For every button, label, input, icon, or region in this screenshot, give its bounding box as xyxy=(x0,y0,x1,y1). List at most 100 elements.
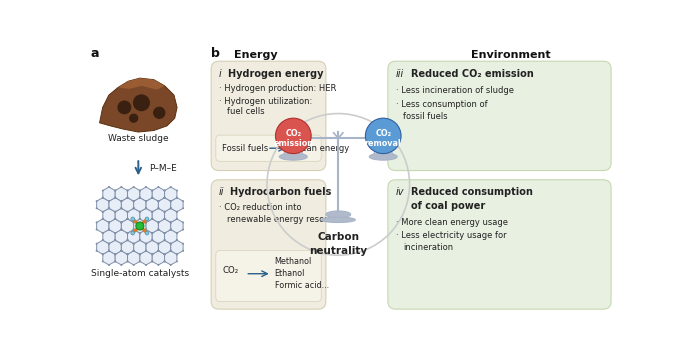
Circle shape xyxy=(133,207,135,209)
Circle shape xyxy=(127,211,129,213)
Circle shape xyxy=(176,232,178,234)
Circle shape xyxy=(158,200,160,202)
Circle shape xyxy=(133,221,135,224)
Circle shape xyxy=(114,189,116,192)
Polygon shape xyxy=(158,198,171,212)
Circle shape xyxy=(108,243,110,245)
Circle shape xyxy=(108,221,110,224)
Circle shape xyxy=(108,250,110,252)
Polygon shape xyxy=(127,230,140,244)
Circle shape xyxy=(139,218,141,220)
Circle shape xyxy=(170,264,172,266)
Circle shape xyxy=(121,243,123,245)
Circle shape xyxy=(170,200,172,202)
Circle shape xyxy=(170,186,172,188)
Circle shape xyxy=(139,197,141,199)
Circle shape xyxy=(151,189,153,192)
Circle shape xyxy=(114,239,116,241)
Circle shape xyxy=(158,229,160,231)
Polygon shape xyxy=(97,198,109,212)
Circle shape xyxy=(151,260,153,262)
Circle shape xyxy=(121,200,123,202)
Circle shape xyxy=(121,229,123,231)
Circle shape xyxy=(127,197,129,199)
Circle shape xyxy=(164,211,166,213)
Circle shape xyxy=(114,197,116,199)
Circle shape xyxy=(133,250,135,252)
Circle shape xyxy=(151,239,153,241)
Circle shape xyxy=(139,232,141,234)
Text: Environment: Environment xyxy=(471,51,550,61)
Circle shape xyxy=(151,211,153,213)
Circle shape xyxy=(127,218,129,220)
Circle shape xyxy=(170,207,172,209)
Circle shape xyxy=(145,264,147,266)
Circle shape xyxy=(164,232,166,234)
Circle shape xyxy=(164,197,166,199)
Text: CO₂: CO₂ xyxy=(285,129,301,138)
Circle shape xyxy=(114,253,116,255)
Circle shape xyxy=(151,218,153,220)
Ellipse shape xyxy=(326,211,351,218)
Circle shape xyxy=(127,253,129,255)
Circle shape xyxy=(114,253,116,255)
Polygon shape xyxy=(127,208,140,222)
Circle shape xyxy=(108,207,110,209)
Circle shape xyxy=(164,211,166,213)
Text: ii: ii xyxy=(219,188,225,198)
Circle shape xyxy=(145,200,147,202)
Circle shape xyxy=(139,189,141,192)
Circle shape xyxy=(170,243,172,245)
Text: Clean energy: Clean energy xyxy=(293,144,349,153)
Circle shape xyxy=(170,200,172,202)
Circle shape xyxy=(151,211,153,213)
Circle shape xyxy=(153,107,166,119)
Circle shape xyxy=(151,260,153,262)
Circle shape xyxy=(102,218,104,220)
Polygon shape xyxy=(152,251,164,265)
Circle shape xyxy=(176,211,178,213)
Text: · CO₂ reduction into: · CO₂ reduction into xyxy=(219,203,301,212)
Text: Carbon: Carbon xyxy=(317,232,359,242)
Ellipse shape xyxy=(321,217,356,222)
Circle shape xyxy=(151,218,153,220)
Circle shape xyxy=(158,207,160,209)
Circle shape xyxy=(114,197,116,199)
Circle shape xyxy=(158,221,160,224)
Circle shape xyxy=(121,207,123,209)
Text: emission: emission xyxy=(273,139,313,148)
Circle shape xyxy=(96,207,98,209)
Polygon shape xyxy=(140,187,152,201)
Circle shape xyxy=(131,231,135,235)
Circle shape xyxy=(139,197,141,199)
Circle shape xyxy=(102,211,104,213)
Circle shape xyxy=(127,253,129,255)
Circle shape xyxy=(114,211,116,213)
FancyBboxPatch shape xyxy=(216,251,321,302)
Circle shape xyxy=(102,232,104,234)
Circle shape xyxy=(127,260,129,262)
Circle shape xyxy=(170,200,172,202)
Circle shape xyxy=(158,200,160,202)
Circle shape xyxy=(182,250,184,252)
Circle shape xyxy=(121,264,123,266)
Circle shape xyxy=(158,229,160,231)
Circle shape xyxy=(139,260,141,262)
Polygon shape xyxy=(158,240,171,254)
Circle shape xyxy=(139,253,141,255)
Polygon shape xyxy=(164,230,177,244)
Circle shape xyxy=(114,189,116,192)
Circle shape xyxy=(158,207,160,209)
Circle shape xyxy=(121,250,123,252)
Circle shape xyxy=(114,218,116,220)
Circle shape xyxy=(139,239,141,241)
Circle shape xyxy=(133,200,135,202)
Circle shape xyxy=(102,232,104,234)
Polygon shape xyxy=(134,219,146,233)
Text: iv: iv xyxy=(396,188,404,198)
Polygon shape xyxy=(127,187,140,201)
Circle shape xyxy=(108,264,110,266)
Text: CO₂: CO₂ xyxy=(375,129,391,138)
Circle shape xyxy=(127,239,129,241)
Circle shape xyxy=(145,217,149,221)
